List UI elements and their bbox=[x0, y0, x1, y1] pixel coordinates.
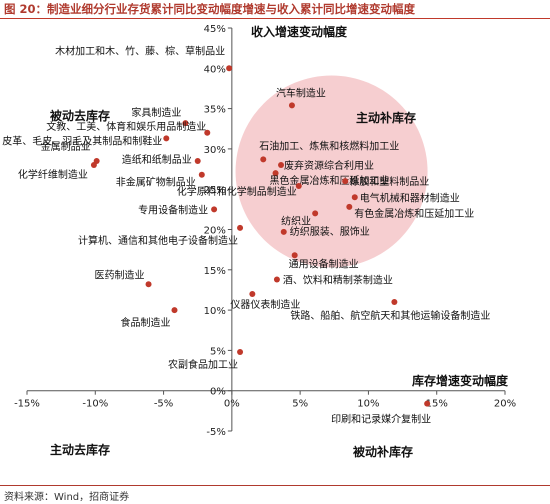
point-label: 纺织业 bbox=[281, 214, 311, 227]
quadrant-bottom-left: 主动去库存 bbox=[50, 442, 110, 457]
y-tick-label: 0% bbox=[210, 387, 226, 398]
data-point bbox=[273, 276, 280, 283]
data-point bbox=[351, 194, 358, 201]
point-label: 电气机械和器材制造业 bbox=[360, 191, 460, 204]
y-axis: -5% 0% 5% 10% 15% 20% 25% 30% 35% 40% 45% bbox=[204, 24, 233, 438]
y-tick-label: 25% bbox=[204, 185, 226, 196]
point-label: 木材加工和木、竹、藤、棕、草制品业 bbox=[55, 44, 225, 57]
highlight-bubble bbox=[235, 75, 428, 268]
data-point bbox=[272, 170, 279, 177]
point-label: 仪器仪表制造业 bbox=[230, 298, 300, 311]
data-point bbox=[237, 224, 244, 231]
point-label: 家具制造业 bbox=[131, 106, 181, 119]
data-point bbox=[288, 102, 295, 109]
point-label: 通用设备制造业 bbox=[289, 257, 359, 270]
y-tick-label: 45% bbox=[204, 24, 226, 35]
data-point bbox=[237, 349, 244, 356]
point-label: 农副食品加工业 bbox=[168, 358, 238, 371]
data-point bbox=[194, 157, 201, 164]
y-tick-label: -5% bbox=[206, 427, 225, 438]
point-label: 化学原料和化学制品制造业 bbox=[177, 185, 297, 198]
data-point bbox=[295, 182, 302, 189]
data-point bbox=[211, 206, 218, 213]
point-label: 纺织服装、服饰业 bbox=[290, 225, 370, 238]
data-points: 木材加工和木、竹、藤、棕、草制品业家具制造业皮革、毛皮、羽毛及其制品和制鞋业文教… bbox=[2, 44, 490, 425]
quadrant-bottom-right: 被动补库存 bbox=[353, 444, 413, 459]
data-point bbox=[204, 129, 211, 136]
data-point bbox=[280, 228, 287, 235]
point-label: 汽车制造业 bbox=[276, 86, 326, 99]
x-axis-label: 库存增速变动幅度 bbox=[412, 373, 509, 388]
x-tick-label: -5% bbox=[154, 399, 173, 410]
y-axis-label: 收入增速变动幅度 bbox=[251, 24, 348, 39]
y-tick-label: 15% bbox=[204, 266, 226, 277]
quadrant-top-left: 被动去库存 bbox=[50, 108, 110, 123]
point-label: 皮革、毛皮、羽毛及其制品和制鞋业 bbox=[2, 134, 162, 147]
data-point bbox=[182, 120, 189, 127]
source-note: 资料来源：Wind，招商证券 bbox=[4, 492, 130, 503]
y-tick-label: 20% bbox=[204, 226, 226, 237]
point-label: 酒、饮料和精制茶制造业 bbox=[283, 273, 393, 286]
data-point bbox=[90, 162, 97, 169]
data-point bbox=[163, 135, 170, 142]
point-label: 医药制造业 bbox=[95, 268, 145, 281]
x-tick-label: 20% bbox=[494, 399, 516, 410]
data-point bbox=[291, 252, 298, 259]
y-tick-label: 40% bbox=[204, 64, 226, 75]
data-point bbox=[342, 178, 349, 185]
y-tick-label: 30% bbox=[204, 145, 226, 156]
point-label: 专用设备制造业 bbox=[138, 203, 208, 216]
y-tick-label: 5% bbox=[210, 346, 226, 357]
point-label: 有色金属冶炼和压延加工业 bbox=[354, 207, 474, 220]
point-label: 造纸和纸制品业 bbox=[122, 153, 192, 166]
x-tick-label: -10% bbox=[82, 399, 108, 410]
point-label: 食品制造业 bbox=[120, 316, 170, 329]
y-tick-label: 35% bbox=[204, 105, 226, 116]
data-point bbox=[260, 156, 267, 163]
data-point bbox=[346, 203, 353, 210]
quadrant-top-right: 主动补库存 bbox=[356, 110, 416, 125]
point-label: 计算机、通信和其他电子设备制造业 bbox=[78, 234, 238, 247]
data-point bbox=[198, 171, 205, 178]
point-label: 金属制品业 bbox=[41, 140, 91, 153]
data-point bbox=[424, 400, 431, 407]
figure-header: 图 20：制造业细分行业存货累计同比变动幅度增速与收入累计同比增速变动幅度 bbox=[0, 0, 550, 19]
data-point bbox=[391, 299, 398, 306]
point-label: 文教、工美、体育和娱乐用品制造业 bbox=[46, 120, 206, 133]
point-label: 印刷和记录媒介复制业 bbox=[331, 413, 431, 426]
point-label: 铁路、船舶、航空航天和其他运输设备制造业 bbox=[290, 309, 490, 322]
data-point bbox=[226, 65, 233, 72]
data-point bbox=[278, 162, 285, 169]
data-point bbox=[171, 307, 178, 314]
x-tick-label: -15% bbox=[14, 399, 40, 410]
data-point bbox=[145, 281, 152, 288]
x-tick-label: 10% bbox=[357, 399, 379, 410]
point-label: 橡胶和塑料制品业 bbox=[349, 175, 429, 188]
footer-divider bbox=[0, 485, 550, 486]
data-point bbox=[312, 210, 319, 217]
figure-title: 图 20：制造业细分行业存货累计同比变动幅度增速与收入累计同比增速变动幅度 bbox=[4, 2, 416, 16]
point-label: 非金属矿物制品业 bbox=[116, 176, 196, 189]
point-label: 化学纤维制造业 bbox=[18, 168, 88, 181]
x-axis: -15% -10% -5% 0% 5% 10% 15% 20% bbox=[14, 390, 516, 410]
point-label: 石油加工、炼焦和核燃料加工业 bbox=[259, 139, 399, 152]
data-point bbox=[249, 290, 256, 297]
x-tick-label: 5% bbox=[292, 399, 308, 410]
point-label: 废弃资源综合利用业 bbox=[284, 159, 374, 172]
x-tick-label: 15% bbox=[426, 399, 448, 410]
y-tick-label: 10% bbox=[204, 306, 226, 317]
